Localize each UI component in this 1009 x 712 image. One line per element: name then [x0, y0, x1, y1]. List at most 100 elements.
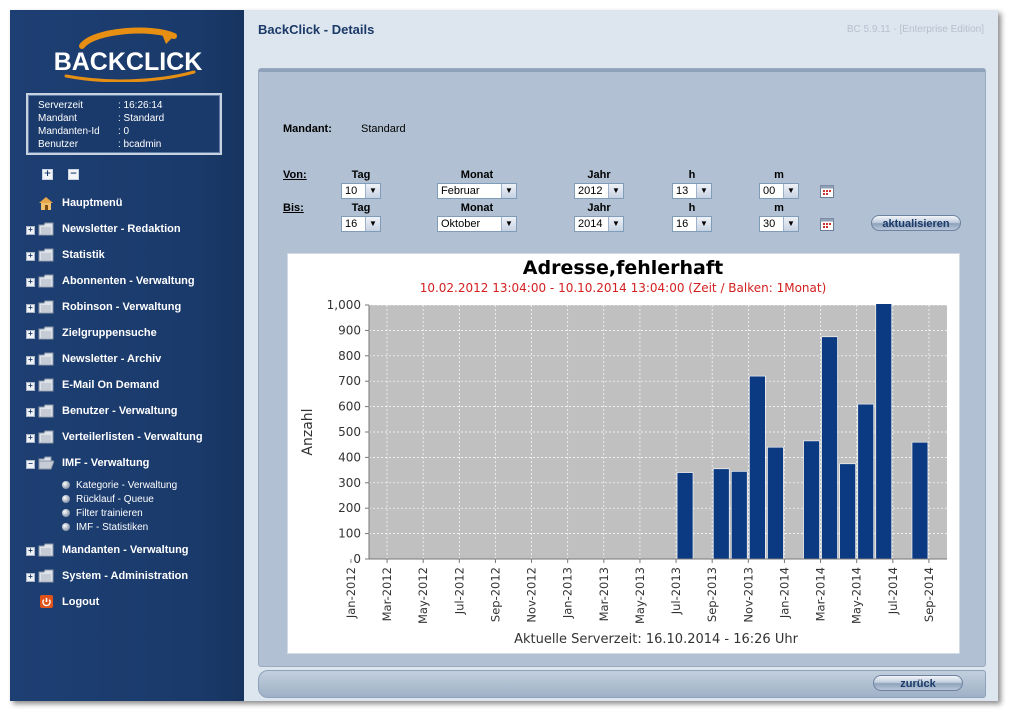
expand-icon[interactable]: +: [26, 226, 35, 235]
chart-bar: [730, 471, 748, 560]
expand-icon[interactable]: +: [26, 278, 35, 287]
sidebar-item-logout[interactable]: Logout: [10, 593, 244, 613]
zurueck-button[interactable]: zurück: [873, 675, 963, 691]
expand-icon[interactable]: +: [26, 330, 35, 339]
chart-bar: [857, 403, 874, 560]
chevron-down-icon[interactable]: ▼: [783, 184, 798, 198]
collapse-icon[interactable]: −: [26, 460, 35, 469]
info-value: : bcadmin: [118, 139, 162, 150]
sidebar-item-label: E-Mail On Demand: [62, 379, 160, 391]
chart-subtitle: 10.02.2012 13:04:00 - 10.10.2014 13:04:0…: [420, 281, 827, 295]
folder-icon: [38, 222, 54, 236]
chart-container: Adresse,fehlerhaft 10.02.2012 13:04:00 -…: [287, 253, 960, 654]
sidebar-subitem-kategorie-verwaltung[interactable]: Kategorie - Verwaltung: [62, 480, 177, 491]
bis-label: Bis:: [283, 202, 304, 214]
info-value: : 0: [118, 126, 130, 137]
bottom-bar: zurück: [258, 670, 986, 698]
expand-all-button[interactable]: +: [42, 169, 53, 180]
bar-chart: Adresse,fehlerhaft 10.02.2012 13:04:00 -…: [300, 257, 947, 647]
chevron-down-icon[interactable]: ▼: [608, 184, 623, 198]
sidebar-subitem-imf-statistiken[interactable]: IMF - Statistiken: [62, 522, 148, 533]
sidebar-item-mandanten-verwaltung[interactable]: + Mandanten - Verwaltung: [10, 541, 244, 561]
y-tick-label: 1,000: [327, 298, 361, 312]
bis-tag-select[interactable]: 16 ▼: [341, 216, 381, 232]
app-window: BACKCLICK Serverzeit: 16:26:14 Mandant: …: [10, 10, 998, 701]
chevron-down-icon[interactable]: ▼: [608, 217, 623, 231]
info-row-mandant: Mandant: Standard: [38, 112, 220, 125]
x-tick-label: Jan-2014: [777, 567, 791, 619]
bis-m-select[interactable]: 30 ▼: [759, 216, 799, 232]
chevron-down-icon[interactable]: ▼: [696, 184, 711, 198]
expand-icon[interactable]: +: [26, 408, 35, 417]
chevron-down-icon[interactable]: ▼: [696, 217, 711, 231]
von-h-select[interactable]: 13 ▼: [672, 183, 712, 199]
expand-icon[interactable]: +: [26, 356, 35, 365]
chart-bar: [712, 468, 730, 560]
session-info-box: Serverzeit: 16:26:14 Mandant: Standard M…: [26, 93, 222, 155]
folder-icon: [38, 274, 54, 288]
bullet-icon: [62, 509, 70, 517]
chevron-down-icon[interactable]: ▼: [365, 184, 380, 198]
expand-icon[interactable]: +: [26, 252, 35, 261]
bis-jahr-select[interactable]: 2014 ▼: [574, 216, 624, 232]
von-tag-select[interactable]: 10 ▼: [341, 183, 381, 199]
sidebar-subitem-ruecklauf-queue[interactable]: Rücklauf - Queue: [62, 494, 154, 505]
sidebar-item-email-on-demand[interactable]: + E-Mail On Demand: [10, 376, 244, 396]
sidebar-item-newsletter-archiv[interactable]: + Newsletter - Archiv: [10, 350, 244, 370]
x-tick-label: Nov-2013: [741, 567, 755, 623]
von-m-select[interactable]: 00 ▼: [759, 183, 799, 199]
bullet-icon: [62, 495, 70, 503]
chevron-down-icon[interactable]: ▼: [501, 217, 516, 231]
sidebar-subitem-label: Filter trainieren: [76, 508, 143, 519]
sidebar-item-hauptmenue[interactable]: Hauptmenü: [10, 194, 244, 214]
sidebar-item-imf-verwaltung[interactable]: − IMF - Verwaltung: [10, 454, 244, 474]
open-folder-icon: [38, 456, 54, 470]
bis-monat-select[interactable]: Oktober ▼: [437, 216, 517, 232]
select-value: 16: [676, 218, 689, 230]
x-tick-label: Jul-2013: [669, 567, 683, 615]
von-monat-select[interactable]: Februar ▼: [437, 183, 517, 199]
expand-icon[interactable]: +: [26, 573, 35, 582]
x-tick-label: Jan-2013: [561, 567, 575, 619]
sidebar-item-newsletter-redaktion[interactable]: + Newsletter - Redaktion: [10, 220, 244, 240]
chevron-down-icon[interactable]: ▼: [365, 217, 380, 231]
y-tick-label: 700: [338, 374, 361, 388]
expand-icon[interactable]: +: [26, 547, 35, 556]
chart-bar: [749, 375, 766, 560]
aktualisieren-button[interactable]: aktualisieren: [871, 215, 961, 231]
sidebar-item-abonnenten-verwaltung[interactable]: + Abonnenten - Verwaltung: [10, 272, 244, 292]
collapse-all-button[interactable]: −: [68, 169, 79, 180]
sidebar-subitem-filter-trainieren[interactable]: Filter trainieren: [62, 508, 143, 519]
y-tick-label: 500: [338, 425, 361, 439]
folder-icon: [38, 569, 54, 583]
expand-icon[interactable]: +: [26, 304, 35, 313]
info-key: Mandanten-Id: [38, 126, 100, 137]
backclick-logo[interactable]: BACKCLICK: [48, 26, 208, 82]
y-tick-label: 400: [338, 450, 361, 464]
expand-icon[interactable]: +: [26, 434, 35, 443]
sidebar-item-robinson-verwaltung[interactable]: + Robinson - Verwaltung: [10, 298, 244, 318]
chart-bar: [676, 472, 694, 560]
col-m-header: m: [774, 202, 784, 214]
sidebar-item-label: Abonnenten - Verwaltung: [62, 275, 195, 287]
sidebar-item-benutzer-verwaltung[interactable]: + Benutzer - Verwaltung: [10, 402, 244, 422]
select-value: 00: [763, 185, 776, 197]
chevron-down-icon[interactable]: ▼: [501, 184, 516, 198]
info-row-mandanten-id: Mandanten-Id : 0: [38, 125, 220, 138]
calendar-icon[interactable]: [820, 218, 834, 231]
chevron-down-icon[interactable]: ▼: [783, 217, 798, 231]
von-label: Von:: [283, 169, 307, 181]
von-jahr-select[interactable]: 2012 ▼: [574, 183, 624, 199]
version-label: BC 5.9.11 - [Enterprise Edition]: [846, 24, 984, 35]
chart-bar: [821, 336, 838, 560]
sidebar-item-verteilerlisten-verwaltung[interactable]: + Verteilerlisten - Verwaltung: [10, 428, 244, 448]
main-content: BackClick - Details BC 5.9.11 - [Enterpr…: [244, 10, 998, 701]
calendar-icon[interactable]: [820, 185, 834, 198]
bis-h-select[interactable]: 16 ▼: [672, 216, 712, 232]
sidebar-item-zielgruppensuche[interactable]: + Zielgruppensuche: [10, 324, 244, 344]
sidebar-item-system-administration[interactable]: + System - Administration: [10, 567, 244, 587]
y-tick-label: 900: [338, 323, 361, 337]
sidebar-item-statistik[interactable]: + Statistik: [10, 246, 244, 266]
sidebar-item-label: IMF - Verwaltung: [62, 457, 150, 469]
expand-icon[interactable]: +: [26, 382, 35, 391]
